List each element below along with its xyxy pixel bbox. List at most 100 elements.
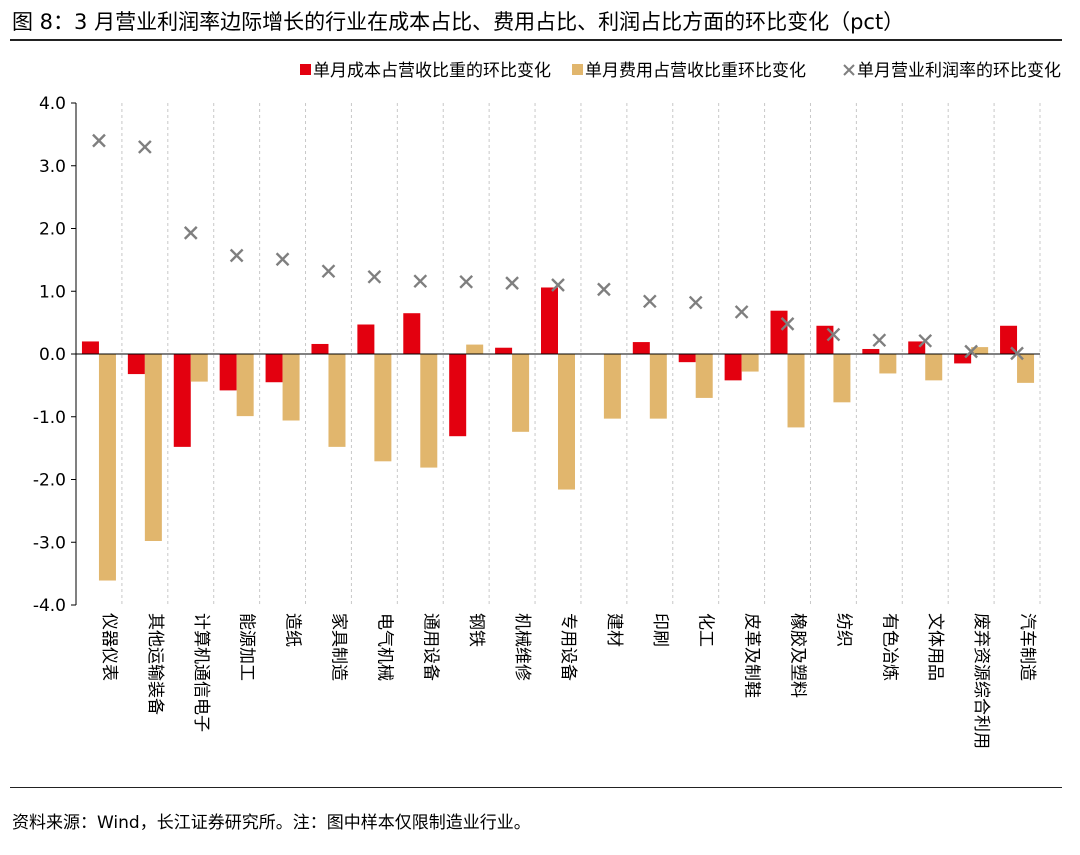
x-category-label: 皮革及制鞋 bbox=[742, 613, 762, 698]
cost-ratio-bar bbox=[954, 354, 972, 364]
source-note: 资料来源：Wind，长江证券研究所。注：图中样本仅限制造业行业。 bbox=[12, 813, 531, 833]
profit-margin-marker bbox=[688, 295, 703, 310]
y-tick-label: 3.0 bbox=[39, 157, 66, 177]
x-category-label: 造纸 bbox=[283, 613, 303, 647]
cost-ratio-bar bbox=[173, 354, 191, 447]
legend-swatch bbox=[300, 64, 311, 75]
profit-margin-marker bbox=[734, 305, 749, 319]
y-tick-label: 0.0 bbox=[39, 345, 66, 365]
profit-margin-marker bbox=[275, 252, 290, 267]
expense-ratio-bar bbox=[787, 354, 805, 428]
cost-ratio-bar bbox=[678, 354, 696, 363]
x-category-label: 仪器仪表 bbox=[99, 613, 119, 681]
cost-ratio-bar bbox=[81, 341, 99, 354]
cost-ratio-bar bbox=[265, 354, 283, 383]
y-tick-label: 4.0 bbox=[39, 94, 66, 114]
expense-ratio-bar bbox=[144, 354, 162, 541]
profit-margin-marker bbox=[872, 333, 887, 348]
y-tick-label: -1.0 bbox=[33, 408, 66, 428]
chart: 单月成本占营收比重的环比变化 单月费用占营收比重环比变化 单月营业利润率的环比变化 … bbox=[33, 61, 1061, 749]
y-tick-label: -4.0 bbox=[33, 596, 66, 616]
axes bbox=[71, 102, 1040, 606]
expense-ratio-bar bbox=[1017, 354, 1035, 383]
y-tick-label: 1.0 bbox=[39, 282, 66, 302]
profit-margin-marker bbox=[459, 274, 474, 289]
x-category-label: 废弃资源综合利用 bbox=[971, 613, 991, 749]
cost-ratio-bar bbox=[127, 354, 145, 375]
profit-margin-marker bbox=[138, 140, 152, 154]
cost-ratio-bar bbox=[495, 347, 513, 354]
tick-labels: 4.0 3.0 2.0 1.0 0.0 -1.0 -2.0 -3.0 -4.0 仪器仪表 其他运输装… bbox=[33, 94, 1037, 749]
expense-ratio-bar bbox=[512, 354, 530, 432]
expense-ratio-bar bbox=[879, 354, 897, 374]
expense-ratio-bar bbox=[833, 354, 851, 403]
expense-ratio-bar bbox=[695, 354, 713, 398]
x-category-label: 建材 bbox=[604, 613, 624, 647]
y-tick-label: -3.0 bbox=[33, 533, 66, 553]
x-category-label: 能源加工 bbox=[237, 613, 257, 681]
profit-margin-marker bbox=[1010, 346, 1024, 361]
profit-margin-marker bbox=[597, 282, 611, 297]
cost-ratio-bar bbox=[311, 343, 329, 354]
x-category-label: 专用设备 bbox=[558, 613, 578, 681]
expense-ratio-bar bbox=[282, 354, 300, 421]
cost-ratio-bar bbox=[1000, 325, 1018, 354]
legend-swatch bbox=[572, 64, 583, 75]
expense-ratio-bar bbox=[236, 354, 254, 417]
cost-ratio-bar bbox=[541, 287, 558, 354]
markers bbox=[92, 133, 1024, 361]
legend-label: 单月营业利润率的环比变化 bbox=[857, 61, 1061, 81]
profit-margin-marker bbox=[505, 276, 519, 290]
profit-margin-marker bbox=[367, 269, 382, 284]
expense-ratio-bar bbox=[649, 354, 667, 419]
x-category-label: 化工 bbox=[696, 613, 716, 647]
profit-margin-marker bbox=[92, 133, 106, 148]
x-category-label: 钢铁 bbox=[466, 613, 486, 647]
x-category-label: 汽车制造 bbox=[1017, 613, 1037, 681]
cost-ratio-bar bbox=[403, 313, 421, 354]
legend: 单月成本占营收比重的环比变化 单月费用占营收比重环比变化 单月营业利润率的环比变化 bbox=[300, 61, 1061, 81]
profit-margin-marker bbox=[229, 248, 244, 263]
expense-ratio-bar bbox=[558, 354, 575, 490]
expense-ratio-bar bbox=[328, 354, 346, 447]
x-category-label: 有色冶炼 bbox=[879, 613, 899, 681]
legend-marker-icon bbox=[843, 64, 855, 76]
expense-ratio-bar bbox=[971, 347, 989, 354]
expense-ratio-bar bbox=[741, 354, 759, 372]
legend-label: 单月成本占营收比重的环比变化 bbox=[313, 61, 551, 81]
x-category-label: 印刷 bbox=[650, 613, 670, 647]
cost-ratio-bar bbox=[449, 354, 467, 437]
expense-ratio-bar bbox=[374, 354, 392, 462]
y-tick-label: 2.0 bbox=[39, 220, 66, 240]
legend-label: 单月费用占营收比重环比变化 bbox=[585, 61, 806, 81]
y-tick-label: -2.0 bbox=[33, 471, 66, 491]
cost-ratio-bar bbox=[357, 324, 375, 354]
cost-ratio-bar bbox=[816, 325, 834, 354]
profit-margin-marker bbox=[918, 333, 933, 348]
x-category-label: 家具制造 bbox=[328, 613, 348, 681]
cost-ratio-bar bbox=[724, 354, 742, 381]
x-category-label: 机械维修 bbox=[512, 613, 532, 681]
cost-ratio-bar bbox=[770, 310, 788, 354]
bars bbox=[81, 287, 1035, 581]
profit-margin-marker bbox=[183, 226, 198, 240]
x-category-label: 其他运输装备 bbox=[145, 613, 165, 715]
profit-margin-marker bbox=[413, 274, 428, 289]
profit-margin-marker bbox=[321, 264, 336, 279]
x-category-label: 橡胶及塑料 bbox=[788, 613, 808, 698]
expense-ratio-bar bbox=[420, 354, 438, 468]
x-category-label: 计算机通信电子 bbox=[191, 613, 211, 732]
x-category-label: 电气机械 bbox=[374, 613, 394, 681]
cost-ratio-bar bbox=[632, 342, 650, 354]
expense-ratio-bar bbox=[190, 354, 208, 382]
title-rule bbox=[10, 39, 1062, 41]
expense-ratio-bar bbox=[98, 354, 116, 581]
profit-margin-marker bbox=[642, 294, 657, 309]
x-category-label: 文体用品 bbox=[925, 613, 945, 681]
profit-margin-marker bbox=[780, 317, 795, 331]
cost-ratio-bar bbox=[219, 354, 237, 391]
source-rule bbox=[10, 787, 1062, 788]
x-category-label: 纺织 bbox=[833, 613, 853, 647]
profit-margin-marker bbox=[964, 344, 978, 359]
profit-margin-marker bbox=[826, 327, 841, 342]
